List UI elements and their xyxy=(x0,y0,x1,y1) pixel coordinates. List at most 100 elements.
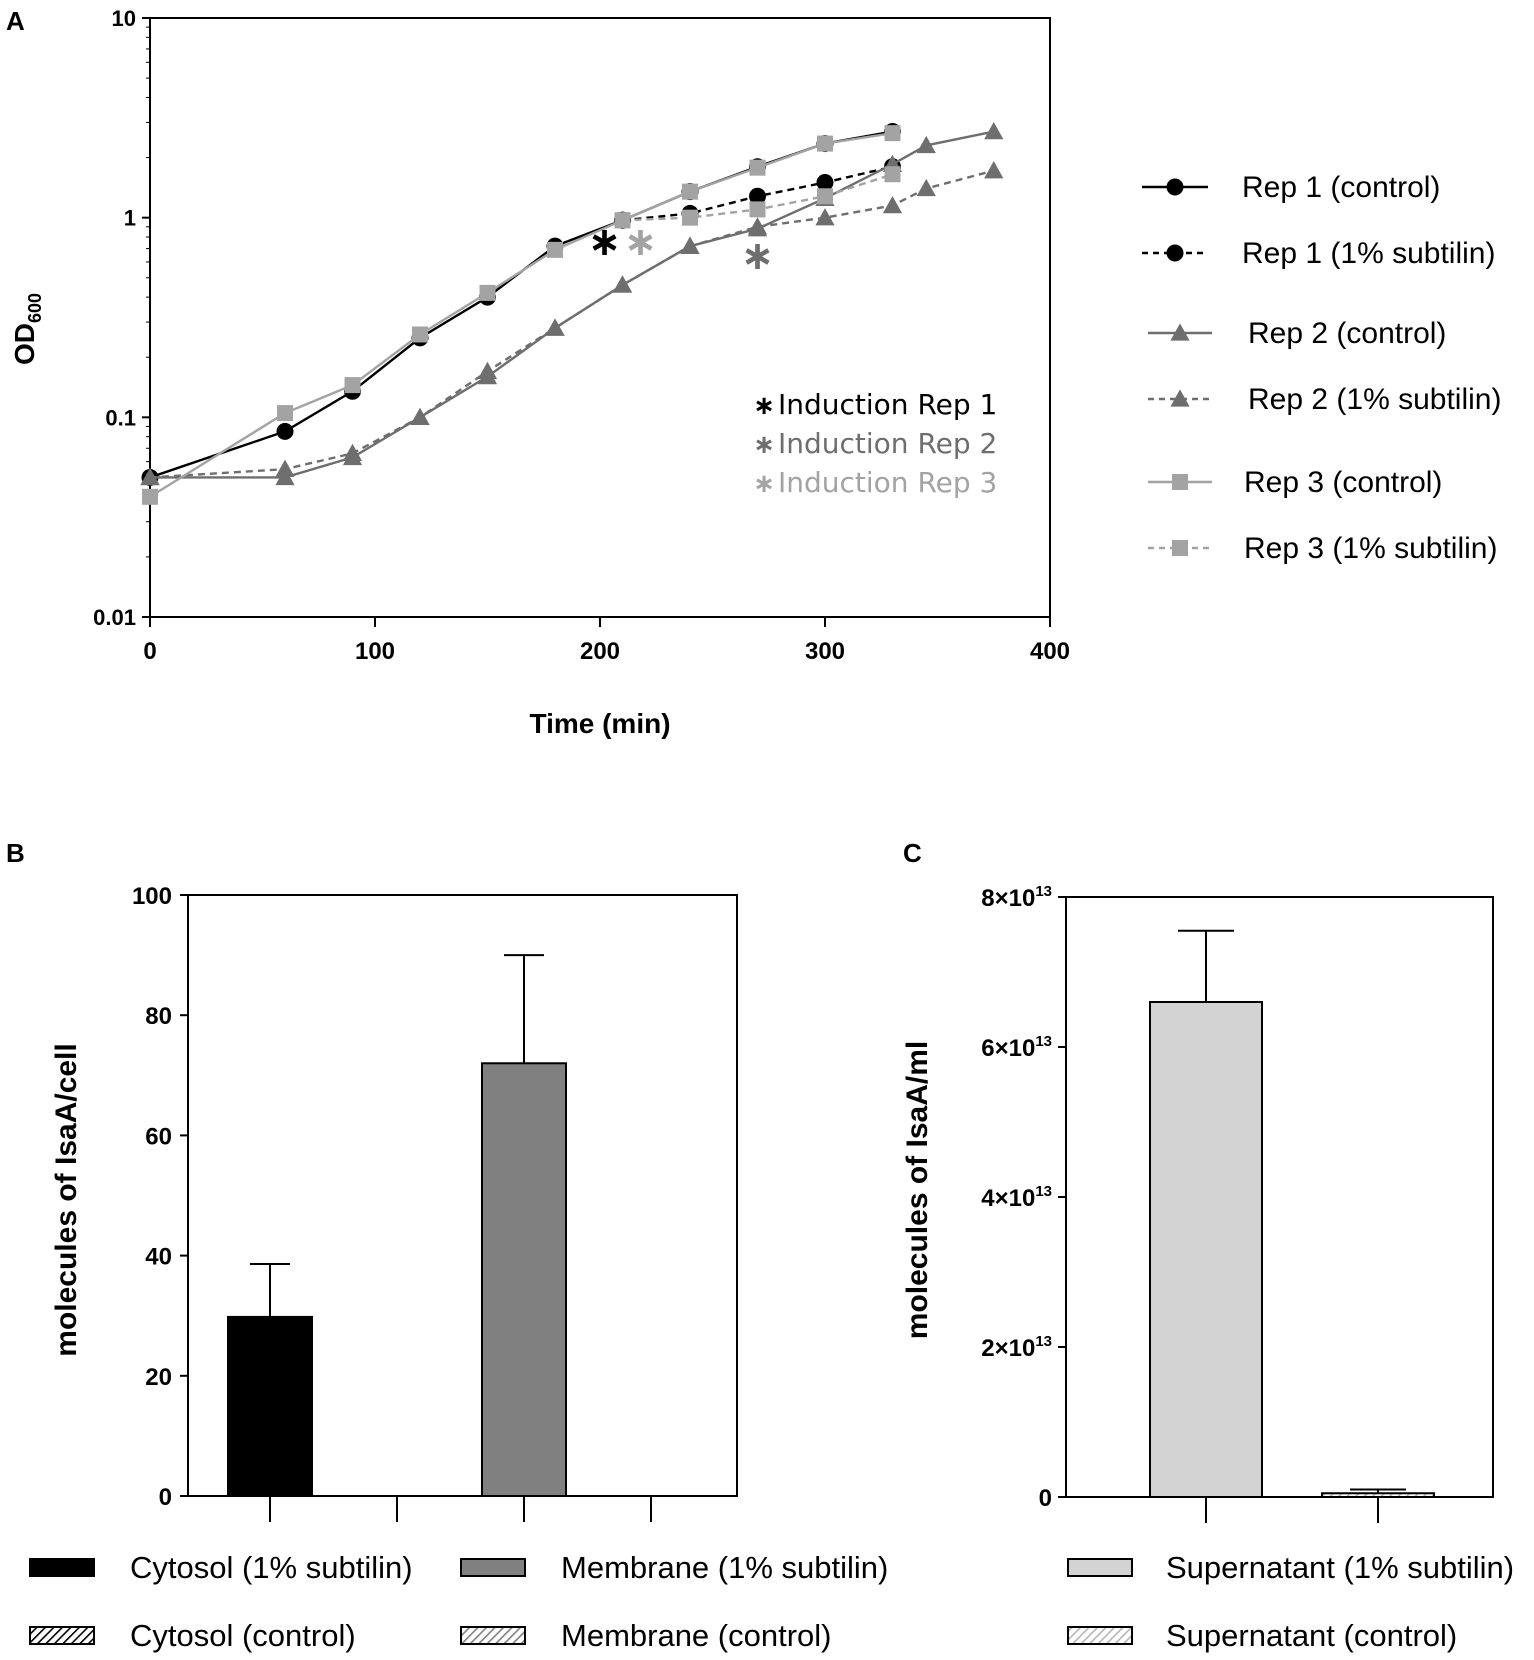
bar-3 xyxy=(481,1062,567,1498)
x-axis-title: Time (min) xyxy=(529,708,670,739)
y-tick-label: 100 xyxy=(132,883,172,910)
data-point xyxy=(142,488,158,505)
data-point xyxy=(276,422,294,440)
data-point xyxy=(815,208,835,226)
y-axis-title-subscript: 600 xyxy=(25,293,45,323)
bar-1 xyxy=(227,1315,313,1497)
y-tick-label-exponent: 13 xyxy=(1035,883,1052,900)
y-tick-label: 0.1 xyxy=(105,405,136,430)
plot-frame xyxy=(149,17,1051,618)
data-point xyxy=(479,284,496,301)
legend-label-series-6: Rep 3 (1% subtilin) xyxy=(1244,532,1497,565)
y-tick-label-base: 4×10 xyxy=(981,1185,1035,1212)
panel-label-c: C xyxy=(903,838,922,868)
y-tick-label: 40 xyxy=(145,1244,172,1271)
x-tick-label: 300 xyxy=(805,638,845,665)
series-line xyxy=(149,130,893,479)
y-tick-label: 4×1013 xyxy=(981,1183,1052,1212)
data-point xyxy=(749,187,766,205)
legend-swatch xyxy=(460,1558,526,1577)
legend-swatch xyxy=(29,1626,95,1645)
y-tick-label-base: 8×10 xyxy=(981,885,1035,912)
series-4 xyxy=(140,161,1004,486)
y-tick-label: 10 xyxy=(112,6,136,31)
data-point xyxy=(412,326,428,343)
data-point xyxy=(547,241,563,258)
legend-label: Cytosol (control) xyxy=(130,1618,356,1653)
data-point xyxy=(477,361,498,380)
data-point xyxy=(612,275,633,293)
legend-marker-series-3 xyxy=(1170,323,1190,341)
data-point xyxy=(816,174,834,192)
data-point xyxy=(882,195,903,214)
data-point xyxy=(916,135,936,154)
y-tick-label: 80 xyxy=(145,1003,172,1030)
y-tick-label-base: 6×10 xyxy=(981,1035,1035,1062)
data-point xyxy=(884,166,901,183)
panel-label-a: A xyxy=(6,6,25,36)
x-tick-label: 200 xyxy=(580,638,620,665)
legend-label: Cytosol (1% subtilin) xyxy=(130,1550,413,1585)
y-tick-label: 1 xyxy=(124,206,136,231)
legend-marker-series-4 xyxy=(1170,389,1190,407)
legend-marker-series-1 xyxy=(1166,178,1184,196)
legend-marker-series-5 xyxy=(1172,474,1188,490)
y-tick-label: 60 xyxy=(145,1123,172,1150)
panel-label-b: B xyxy=(6,838,25,868)
legend-label: Supernatant (1% subtilin) xyxy=(1166,1550,1514,1585)
y-axis-title: molecules of IsaA/ml xyxy=(901,1041,934,1339)
series-line xyxy=(150,130,994,479)
y-axis-title: molecules of IsaA/cell xyxy=(50,1043,83,1356)
legend-label-series-5: Rep 3 (control) xyxy=(1244,466,1442,499)
bar-2 xyxy=(1321,1492,1435,1498)
induction-legend-star: ∗ xyxy=(753,391,775,421)
plot-frame xyxy=(1065,896,1494,1498)
y-tick-label: 0.01 xyxy=(93,605,136,630)
legend-label-series-4: Rep 2 (1% subtilin) xyxy=(1248,383,1501,416)
data-point xyxy=(747,217,768,235)
data-point xyxy=(140,467,160,486)
y-tick-label: 0 xyxy=(1039,1485,1052,1512)
data-point xyxy=(342,443,363,462)
y-tick-label: 8×1013 xyxy=(981,883,1052,912)
y-tick-label: 6×1013 xyxy=(981,1033,1052,1062)
legend-marker-series-2 xyxy=(1166,244,1184,262)
data-point xyxy=(682,209,698,226)
induction-legend-star: ∗ xyxy=(753,430,775,460)
induction-star-rep-3: ∗ xyxy=(624,219,658,265)
bar-1 xyxy=(1149,1001,1263,1498)
data-point xyxy=(275,459,295,477)
y-tick-label-exponent: 13 xyxy=(1035,1333,1052,1350)
legend-swatch xyxy=(1067,1558,1133,1577)
data-point xyxy=(749,159,766,176)
plot-frame xyxy=(187,894,738,1497)
data-point xyxy=(817,135,833,152)
y-tick-label-exponent: 13 xyxy=(1035,1183,1052,1200)
induction-legend-label: Induction Rep 3 xyxy=(778,466,997,499)
legend-label: Supernatant (control) xyxy=(1166,1618,1457,1653)
y-tick-label: 0 xyxy=(159,1484,172,1511)
y-tick-label-exponent: 13 xyxy=(1035,1033,1052,1050)
data-point xyxy=(984,161,1004,179)
y-axis-title-main: OD xyxy=(9,323,40,365)
data-point xyxy=(916,178,936,197)
data-point xyxy=(614,212,631,229)
legend-label: Membrane (1% subtilin) xyxy=(561,1550,888,1585)
data-point xyxy=(682,183,698,200)
x-tick-label: 100 xyxy=(355,638,395,665)
data-point xyxy=(884,125,901,142)
legend-label-series-2: Rep 1 (1% subtilin) xyxy=(1242,237,1495,270)
data-point xyxy=(984,121,1004,140)
series-6 xyxy=(614,166,901,229)
data-point xyxy=(410,407,430,426)
data-point xyxy=(817,188,833,205)
induction-star-rep-2: ∗ xyxy=(741,233,775,279)
legend-label: Membrane (control) xyxy=(561,1618,831,1653)
legend-marker-series-6 xyxy=(1172,540,1188,556)
y-tick-label-base: 2×10 xyxy=(981,1335,1035,1362)
induction-star-rep-1: ∗ xyxy=(588,219,622,265)
data-point xyxy=(545,318,565,336)
y-axis-title: OD600 xyxy=(9,293,45,365)
